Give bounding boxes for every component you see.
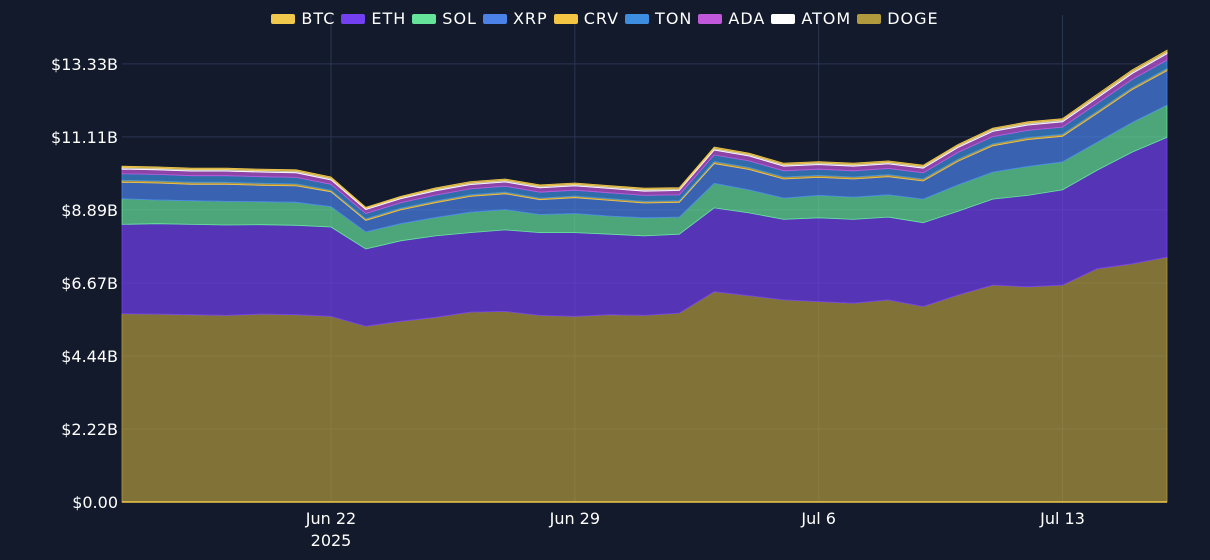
legend-item-ton[interactable]: TON	[625, 9, 692, 28]
y-tick-label: $8.89B	[61, 201, 118, 220]
y-tick-label: $0.00	[72, 493, 118, 512]
legend-swatch	[482, 13, 507, 24]
legend-label: ETH	[371, 9, 407, 28]
legend-label: DOGE	[887, 9, 939, 28]
x-tick-label: Jun 29	[549, 509, 600, 528]
legend-swatch	[857, 13, 882, 24]
legend: BTC ETH SOL XRP CRV TON ADA ATOM DOGE	[0, 9, 1210, 28]
legend-label: CRV	[583, 9, 620, 28]
legend-swatch	[553, 13, 578, 24]
legend-label: ADA	[728, 9, 766, 28]
area-btc	[121, 49, 1168, 209]
legend-label: TON	[655, 9, 693, 28]
legend-label: BTC	[301, 9, 336, 28]
legend-swatch	[771, 13, 796, 24]
areas	[121, 49, 1168, 503]
x-year-label: 2025	[311, 531, 352, 550]
y-tick-label: $11.11B	[51, 128, 118, 147]
legend-label: SOL	[442, 9, 477, 28]
legend-label: XRP	[512, 9, 548, 28]
y-tick-label: $2.22B	[61, 420, 118, 439]
y-tick-label: $4.44B	[61, 347, 118, 366]
x-tick-label: Jul 13	[1039, 509, 1085, 528]
legend-item-crv[interactable]: CRV	[553, 9, 620, 28]
y-tick-label: $6.67B	[61, 274, 118, 293]
legend-item-sol[interactable]: SOL	[412, 9, 477, 28]
legend-item-doge[interactable]: DOGE	[857, 9, 938, 28]
legend-swatch	[271, 13, 296, 24]
legend-item-btc[interactable]: BTC	[271, 9, 335, 28]
legend-item-ada[interactable]: ADA	[698, 9, 765, 28]
legend-swatch	[625, 13, 650, 24]
x-tick-label: Jun 22	[305, 509, 356, 528]
legend-label: ATOM	[801, 9, 852, 28]
legend-swatch	[412, 13, 437, 24]
y-tick-label: $13.33B	[51, 55, 118, 74]
legend-item-xrp[interactable]: XRP	[482, 9, 548, 28]
legend-swatch	[341, 13, 366, 24]
x-tick-label: Jul 6	[800, 509, 836, 528]
legend-item-eth[interactable]: ETH	[341, 9, 406, 28]
legend-item-atom[interactable]: ATOM	[771, 9, 851, 28]
legend-swatch	[698, 13, 723, 24]
